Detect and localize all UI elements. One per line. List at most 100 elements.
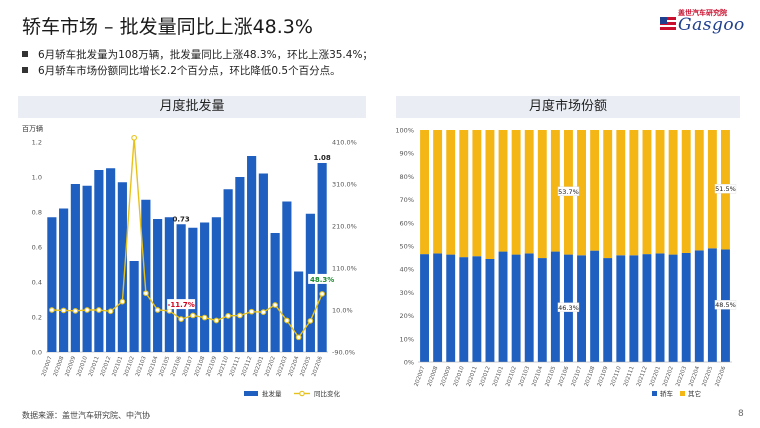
y-tick-label-right: 10.0% [332, 307, 353, 315]
y-tick-label-left: 0.8 [32, 209, 42, 217]
yoy-point [84, 307, 90, 313]
y-tick-label-left: 0.2 [32, 314, 42, 322]
bullet-text: 6月轿车批发量为108万辆，批发量同比上涨48.3%，环比上涨35.4%； [38, 48, 373, 61]
y-tick-label: 80% [400, 173, 414, 181]
sedan-share-bar [590, 250, 600, 362]
share-label-bg [714, 300, 737, 310]
volume-bar [117, 182, 127, 352]
sedan-share-bar [655, 253, 665, 362]
other-share-bar [433, 130, 443, 254]
volume-bar [153, 219, 163, 352]
yoy-point [60, 307, 67, 314]
other-share-bar [420, 130, 429, 255]
other-share-bar [446, 130, 456, 255]
x-tick-label: 202103 [135, 355, 148, 377]
bullet-square-icon [22, 51, 28, 57]
x-tick-label: 202202 [662, 366, 675, 388]
volume-data-label: 1.08 [313, 154, 330, 162]
legend-swatch-volume [244, 391, 258, 396]
logo-wordmark: Gasgoo [678, 15, 745, 35]
other-share-bar [629, 130, 639, 256]
volume-bar [270, 233, 280, 352]
volume-bar [188, 227, 198, 352]
x-tick-label: 202204 [688, 365, 701, 387]
sedan-share-bar [446, 254, 456, 362]
x-tick-label: 202106 [558, 365, 571, 387]
x-tick-label: 202104 [147, 355, 160, 377]
other-share-bar [616, 130, 626, 256]
sedan-share-bar [616, 255, 626, 362]
yoy-point [119, 298, 126, 305]
y-tick-label: 90% [400, 150, 414, 158]
other-share-bar [550, 130, 560, 252]
y-tick-label-right: -90.0% [332, 349, 355, 357]
y-tick-label-left: 1.0 [32, 174, 42, 182]
summary-bullets: 6月轿车批发量为108万辆，批发量同比上涨48.3%，环比上涨35.4%； 6月… [22, 46, 373, 78]
logo-subtitle: 盖世汽车研究院 [678, 9, 727, 17]
x-tick-label: 202012 [479, 366, 492, 388]
legend-swatch-other [680, 391, 685, 396]
sedan-share-bar [550, 251, 560, 362]
volume-bar [294, 271, 304, 352]
x-tick-label: 202107 [182, 355, 195, 377]
sedan-share-bar [707, 248, 717, 362]
volume-bar [200, 222, 210, 352]
x-tick-label: 202110 [610, 365, 623, 387]
x-tick-label: 202203 [675, 365, 688, 387]
x-tick-label: 202202 [264, 356, 277, 378]
monthly-volume-chart: 百万辆 0.0 0.2 0.4 0.6 0.8 1.0 1.2 -90.0% 10.0% 110.0… [22, 124, 357, 398]
x-tick-label: 202103 [518, 365, 531, 387]
y-tick-label: 50% [400, 243, 414, 251]
volume-bar [247, 156, 257, 352]
x-tick-label: 202203 [276, 355, 289, 377]
other-share-bar [642, 130, 652, 255]
volume-bar [82, 185, 92, 352]
x-tick-label: 202108 [194, 355, 207, 377]
x-tick-label: 202010 [76, 355, 89, 377]
y-tick-label: 20% [400, 312, 414, 320]
volume-data-label: 0.73 [172, 215, 189, 223]
x-tick-label: 202109 [205, 355, 218, 377]
yoy-point [319, 291, 325, 297]
x-tick-label: 202010 [453, 365, 466, 387]
volume-bar [317, 163, 327, 352]
volume-bar [47, 217, 57, 352]
sedan-share-bar [629, 255, 639, 362]
yoy-point [49, 307, 55, 313]
other-share-bar [524, 130, 534, 254]
share-label-bg [557, 302, 580, 312]
x-tick-label: 202201 [252, 356, 265, 378]
x-tick-label: 202008 [427, 365, 440, 387]
share-data-label: 48.5% [715, 301, 736, 309]
yoy-point [213, 317, 220, 324]
yoy-point [143, 290, 149, 297]
yoy-point [284, 317, 290, 324]
yoy-data-label: -11.7% [168, 301, 195, 309]
x-tick-label: 202011 [88, 356, 101, 378]
sedan-share-bar [433, 253, 443, 362]
legend-label-sedan: 轿车 [660, 389, 674, 398]
legend-swatch-sedan [652, 391, 657, 396]
sedan-share-bar [694, 250, 704, 362]
yoy-label-bg [308, 273, 337, 284]
x-tick-label: 202104 [531, 365, 544, 387]
legend-label-other: 其它 [688, 389, 701, 398]
x-tick-label: 202011 [466, 366, 479, 388]
yoy-data-label: 48.3% [310, 276, 334, 284]
volume-bar [282, 201, 292, 352]
other-share-bar [603, 130, 613, 259]
volume-bar [211, 217, 221, 352]
x-tick-label: 202206 [715, 365, 728, 387]
yoy-point [178, 316, 184, 322]
bullet-text: 6月轿车市场份额同比增长2.2个百分点，环比降低0.5个百分点。 [38, 64, 341, 77]
legend-marker-yoy [299, 390, 305, 397]
yoy-point [107, 308, 114, 315]
sedan-share-bar [524, 253, 534, 362]
other-share-bar [577, 130, 586, 256]
volume-bar [223, 189, 233, 352]
sedan-share-bar [459, 257, 469, 362]
y-tick-label-right: 210.0% [332, 223, 357, 231]
other-share-bar [459, 130, 469, 258]
other-share-bar [655, 130, 665, 254]
share-data-label: 46.3% [558, 304, 579, 312]
